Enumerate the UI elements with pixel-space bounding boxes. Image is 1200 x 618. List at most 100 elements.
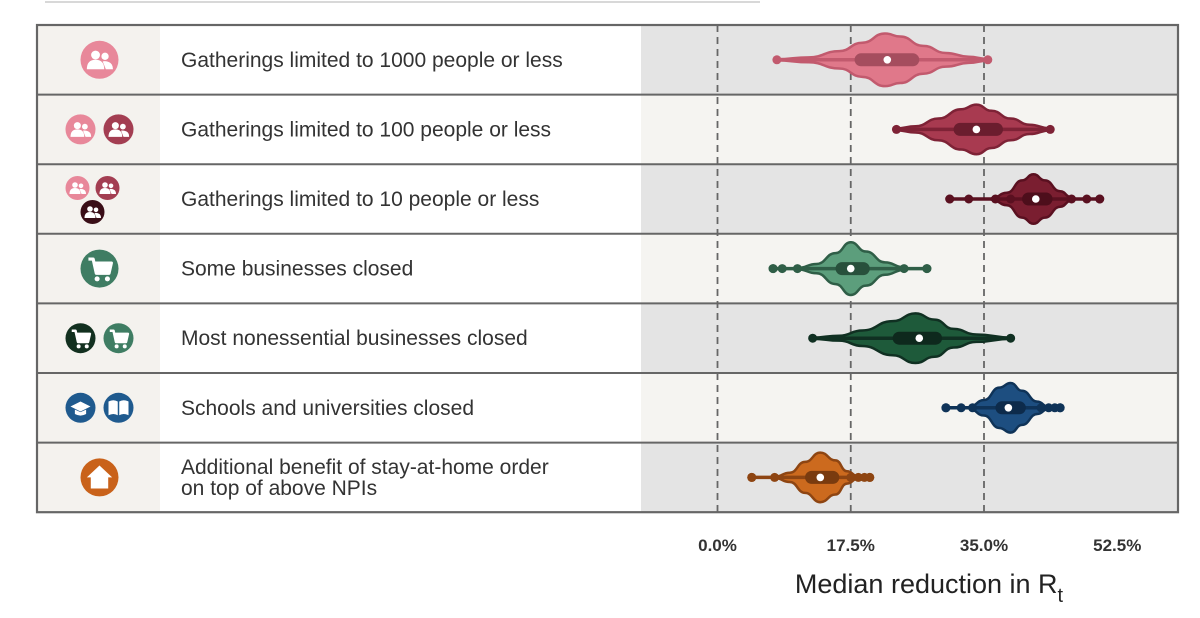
row-7	[37, 442, 1178, 513]
cart-fill	[95, 263, 110, 274]
person-body	[79, 188, 86, 194]
outlier-point	[945, 194, 955, 204]
row-icons	[65, 176, 120, 224]
person-head	[72, 182, 78, 188]
outlier-point	[747, 472, 757, 482]
violin-5	[808, 312, 1016, 365]
row-label: Gatherings limited to 1000 people or les…	[181, 49, 563, 72]
outlier-point	[1036, 403, 1046, 413]
icon-cell	[37, 164, 160, 234]
row-label: Additional benefit of stay-at-home order	[181, 456, 549, 479]
x-tick-label: 0.0%	[698, 536, 737, 555]
violin-2	[891, 103, 1055, 156]
whisker-end	[983, 55, 993, 65]
outlier-point	[941, 403, 951, 413]
label-cell	[160, 25, 641, 95]
people-circle	[65, 176, 90, 200]
row-icons	[80, 40, 119, 79]
person-body	[109, 188, 116, 194]
median-point	[972, 125, 981, 134]
whisker-end	[1006, 333, 1016, 343]
outlier-point	[846, 472, 856, 482]
people-icon	[65, 114, 96, 145]
icon-cell	[37, 303, 160, 373]
people-icon	[80, 200, 105, 224]
icon-cell	[37, 373, 160, 443]
violin-3	[945, 172, 1105, 226]
cart-wheel	[76, 344, 81, 349]
row-label: Gatherings limited to 10 people or less	[181, 188, 539, 211]
book-page	[119, 400, 129, 416]
median-point	[846, 264, 855, 273]
outlier-point	[865, 472, 875, 482]
person-head	[93, 207, 99, 213]
whisker-end	[772, 55, 782, 65]
plot-cell	[641, 373, 1178, 443]
person-head	[78, 183, 84, 189]
row-icons	[65, 392, 134, 423]
people-circle	[95, 176, 120, 200]
row-label: Gatherings limited to 100 people or less	[181, 118, 551, 141]
median-point	[883, 56, 892, 64]
median-point	[915, 334, 924, 343]
cart-icon	[80, 249, 119, 288]
person-head	[102, 182, 108, 188]
x-axis-title: Median reduction in Rt	[795, 569, 1064, 607]
row-icons	[80, 458, 119, 497]
person-body	[94, 212, 101, 218]
outlier-point	[899, 264, 909, 274]
people-circle	[65, 114, 96, 145]
median-point	[1004, 404, 1013, 412]
row-icons	[65, 323, 134, 354]
person-body	[121, 130, 130, 137]
icon-cell	[37, 94, 160, 165]
cart-wheel	[84, 344, 89, 349]
row-4	[37, 233, 1178, 304]
whisker-end	[808, 333, 818, 343]
people-circle	[103, 114, 134, 145]
cart-basket	[71, 329, 92, 344]
cart-wheel	[94, 276, 100, 282]
violin-7	[747, 451, 875, 504]
outlier-point	[1006, 194, 1016, 204]
cart-wheel	[104, 276, 110, 282]
people-circle	[80, 40, 119, 79]
person-head	[82, 123, 88, 130]
cart-fill	[115, 334, 127, 342]
person-body	[69, 188, 81, 194]
outlier-point	[1055, 403, 1065, 413]
person-head	[73, 122, 81, 130]
people-icon	[103, 114, 134, 145]
row-label: Some businesses closed	[181, 258, 413, 281]
row-6	[37, 373, 1178, 443]
book-icon	[103, 392, 134, 423]
people-icon	[65, 176, 90, 200]
row-label: Most nonessential businesses closed	[181, 327, 528, 350]
person-head	[108, 183, 114, 189]
outlier-point	[964, 194, 974, 204]
person-head	[91, 50, 100, 60]
label-cell	[160, 373, 641, 443]
person-head	[120, 123, 126, 130]
cap-top	[70, 401, 91, 412]
book-circle	[103, 392, 134, 423]
whisker-end	[1045, 124, 1055, 134]
plot-cell	[641, 442, 1178, 513]
outlier-point	[1082, 194, 1092, 204]
house-shape	[86, 465, 113, 489]
cart-icon	[103, 323, 134, 354]
cart-fill	[77, 334, 89, 342]
table-frame	[35, 23, 1180, 514]
person-body	[70, 129, 85, 137]
label-cell	[160, 94, 641, 165]
outlier-point	[956, 403, 966, 413]
person-body	[86, 59, 105, 70]
whisker-end	[891, 124, 901, 134]
x-axis-title-main: Median reduction in R	[795, 569, 1058, 599]
label-cell	[160, 303, 641, 373]
person-body	[84, 212, 96, 218]
outlier-point	[768, 264, 778, 274]
x-tick-label: 35.0%	[960, 536, 1008, 555]
cart-basket	[109, 329, 130, 344]
